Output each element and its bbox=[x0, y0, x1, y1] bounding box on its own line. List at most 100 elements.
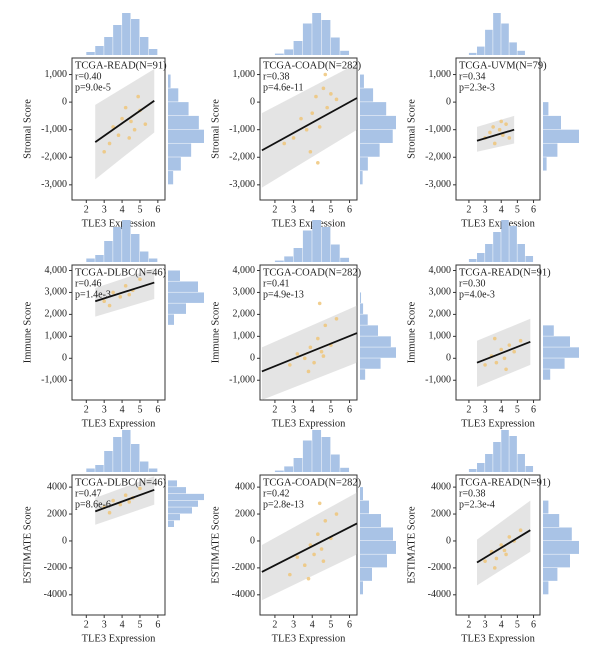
point bbox=[304, 127, 309, 132]
top-hist-bar bbox=[113, 227, 122, 262]
right-hist-bar bbox=[543, 514, 560, 527]
y-tick-label: -2,000 bbox=[41, 152, 67, 163]
y-tick-label: 2,000 bbox=[233, 309, 256, 320]
x-tick-label: 5 bbox=[515, 404, 520, 415]
point bbox=[295, 352, 300, 356]
top-hist-bar bbox=[525, 256, 534, 262]
top-hist-bar bbox=[340, 467, 350, 472]
x-axis-label: TLE3 Expression bbox=[272, 218, 347, 229]
x-axis-label: TLE3 Expression bbox=[461, 633, 536, 644]
point bbox=[504, 552, 508, 557]
y-tick-label: -3,000 bbox=[425, 179, 451, 190]
top-hist-bar bbox=[293, 458, 303, 472]
top-hist-bar bbox=[493, 13, 501, 55]
point bbox=[321, 86, 326, 91]
right-hist-bar bbox=[360, 88, 374, 102]
right-hist-bar bbox=[168, 500, 198, 507]
stat-annotation: p=8.6e-6 bbox=[75, 499, 111, 510]
top-hist-bar bbox=[139, 251, 149, 262]
point bbox=[111, 125, 115, 129]
top-hist-bar bbox=[501, 220, 509, 262]
fit-line bbox=[261, 97, 358, 152]
top-hist-bar bbox=[485, 29, 493, 55]
plot-frame bbox=[71, 264, 166, 401]
right-hist-bar bbox=[360, 567, 372, 581]
y-tick-label: 0 bbox=[250, 353, 255, 364]
y-tick-label: -1,000 bbox=[425, 124, 451, 135]
x-tick-label: 3 bbox=[102, 204, 107, 215]
point bbox=[138, 277, 142, 282]
top-hist-bar bbox=[340, 50, 350, 55]
fit-line bbox=[261, 522, 358, 573]
point bbox=[102, 149, 106, 154]
fit-line bbox=[94, 281, 155, 303]
y-axis-label: Immune Score bbox=[210, 301, 221, 363]
top-hist-bar bbox=[312, 13, 322, 55]
point bbox=[317, 125, 322, 129]
top-hist-bar bbox=[284, 49, 294, 55]
top-hist-bar bbox=[493, 232, 501, 262]
fit-line bbox=[261, 332, 358, 373]
panel-title: TCGA-UVM(N=79) bbox=[459, 60, 547, 71]
point bbox=[329, 92, 333, 96]
y-tick-label: 4,000 bbox=[233, 265, 256, 276]
stat-annotation: p=1.4e-3 bbox=[75, 289, 111, 300]
y-axis-label: ESTIMATE Score bbox=[210, 506, 221, 584]
point bbox=[504, 367, 508, 372]
x-axis-label: TLE3 Expression bbox=[461, 418, 536, 429]
y-axis-label: Immune Score bbox=[22, 301, 33, 363]
x-tick-label: 3 bbox=[291, 619, 296, 630]
top-hist-bar bbox=[293, 41, 303, 55]
top-hist-bar bbox=[104, 241, 113, 262]
point bbox=[334, 97, 339, 102]
fit-line bbox=[476, 529, 531, 564]
y-tick-label: -2,000 bbox=[229, 152, 255, 163]
top-hist-bar bbox=[122, 430, 131, 472]
fit-line bbox=[476, 128, 515, 142]
right-hist-bar bbox=[360, 581, 363, 595]
y-tick-label: -4000 bbox=[232, 589, 255, 600]
point bbox=[129, 119, 133, 124]
y-axis-label: ESTIMATE Score bbox=[22, 506, 33, 584]
y-tick-label: -3,000 bbox=[41, 179, 67, 190]
y-tick-label: -1,000 bbox=[41, 124, 67, 135]
x-tick-label: 6 bbox=[347, 204, 352, 215]
right-hist-bar bbox=[360, 129, 393, 143]
point bbox=[299, 116, 303, 121]
y-tick-label: 4000 bbox=[47, 481, 67, 492]
right-hist-bar bbox=[168, 314, 174, 325]
plot-frame bbox=[71, 57, 166, 201]
x-tick-label: 4 bbox=[310, 204, 315, 215]
x-tick-label: 2 bbox=[272, 204, 277, 215]
right-hist-bar bbox=[543, 554, 570, 568]
y-axis-label: Stromal Score bbox=[406, 99, 417, 159]
top-hist-bar bbox=[148, 468, 158, 472]
stat-annotation: p=2.3e-3 bbox=[459, 82, 495, 93]
right-hist-bar bbox=[168, 507, 192, 514]
y-tick-label: 2,000 bbox=[45, 309, 68, 320]
top-hist-bar bbox=[86, 468, 95, 472]
point bbox=[312, 552, 316, 557]
top-hist-bar bbox=[284, 466, 294, 472]
fit-line bbox=[94, 100, 155, 143]
y-tick-label: -1,000 bbox=[41, 375, 67, 386]
point bbox=[518, 338, 523, 343]
top-hist-bar bbox=[274, 470, 284, 472]
point bbox=[118, 295, 123, 299]
point bbox=[308, 345, 313, 350]
x-tick-label: 2 bbox=[466, 619, 471, 630]
plot-frame bbox=[259, 264, 358, 401]
y-tick-label: 0 bbox=[62, 353, 67, 364]
panel-title: TCGA-COAD(N=282) bbox=[263, 477, 362, 488]
top-hist-bar bbox=[468, 52, 477, 55]
stat-annotation: r=0.30 bbox=[459, 278, 485, 289]
top-hist-bar bbox=[525, 466, 534, 472]
point bbox=[102, 299, 106, 304]
point bbox=[127, 500, 132, 504]
top-hist-bar bbox=[493, 442, 501, 472]
top-hist-bar bbox=[274, 260, 284, 262]
point bbox=[507, 343, 512, 347]
right-hist-bar bbox=[543, 581, 549, 595]
right-hist-bar bbox=[360, 74, 364, 88]
